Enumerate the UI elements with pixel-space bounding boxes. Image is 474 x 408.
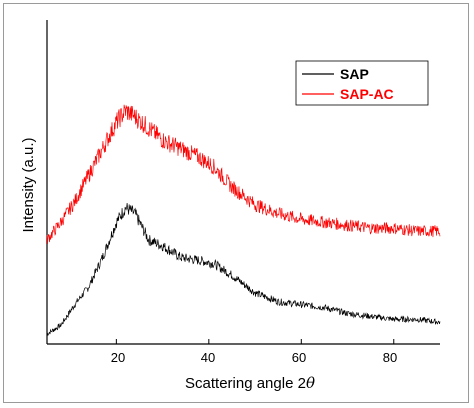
series-line-sap [46, 203, 441, 337]
legend: SAP SAP-AC [295, 60, 429, 106]
x-tick-label-80: 80 [383, 350, 397, 365]
x-tick-label-40: 40 [201, 350, 215, 365]
legend-label-sap-ac: SAP-AC [340, 86, 394, 102]
legend-box [295, 60, 429, 106]
theta-symbol: θ [306, 374, 315, 392]
x-tick-label-20: 20 [111, 350, 125, 365]
x-axis-title: Scattering angle 2θ [185, 374, 315, 392]
x-tick-label-60: 60 [292, 350, 306, 365]
series-layer [46, 104, 441, 337]
y-axis-title: Intensity (a.u.) [20, 137, 37, 232]
series-line-sap-ac [46, 104, 441, 244]
legend-label-sap: SAP [340, 66, 369, 82]
x-axis-title-text: Scattering angle 2 [185, 375, 306, 392]
